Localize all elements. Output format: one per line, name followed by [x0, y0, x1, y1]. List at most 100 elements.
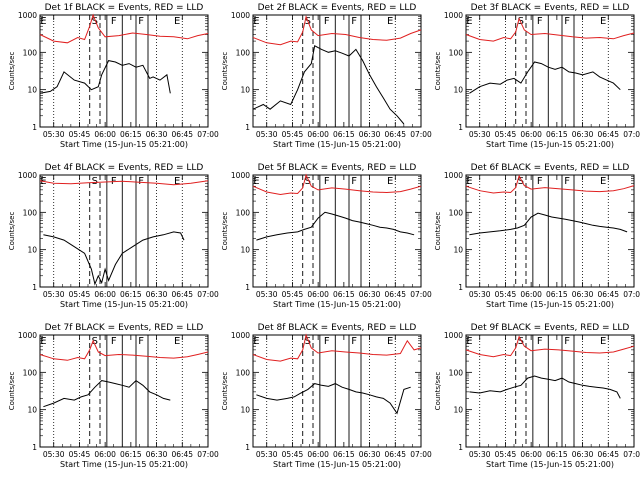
y-tick-label: 10: [27, 246, 37, 255]
y-tick-label: 1: [458, 283, 463, 292]
y-tick-label: 100: [23, 48, 38, 57]
x-tick-label: 06:45: [597, 130, 619, 139]
marker-letter: E: [174, 176, 180, 187]
plot-frame: [39, 14, 209, 128]
plot-frame: [252, 334, 422, 448]
x-axis-title: Start Time (15-Jun-15 05:21:00): [60, 300, 188, 309]
plot-frame: [252, 174, 422, 288]
panel-title: Det 7f BLACK = Events, RED = LLD: [45, 323, 204, 333]
marker-letter: F: [138, 176, 144, 187]
y-tick-label: 10: [240, 246, 250, 255]
x-tick-label: 06:30: [572, 290, 594, 299]
x-tick-label: 05:30: [256, 450, 278, 459]
x-tick-label: 06:45: [171, 290, 193, 299]
y-tick-label: 1: [245, 283, 250, 292]
y-axis-title: Counts/sec: [8, 52, 16, 91]
marker-letter: E: [253, 176, 259, 187]
marker-letter: S: [518, 176, 524, 187]
lld-series-line: [465, 335, 635, 358]
x-tick-label: 06:00: [94, 130, 116, 139]
events-series-line: [469, 375, 621, 399]
x-axis-title: Start Time (15-Jun-15 05:21:00): [273, 460, 401, 469]
x-tick-label: 05:45: [495, 290, 517, 299]
x-axis-title: Start Time (15-Jun-15 05:21:00): [486, 300, 614, 309]
x-tick-label: 05:30: [256, 290, 278, 299]
y-tick-label: 10: [240, 86, 250, 95]
x-tick-label: 05:30: [43, 290, 65, 299]
y-tick-label: 1: [245, 123, 250, 132]
x-tick-label: 05:45: [69, 450, 91, 459]
plot-frame: [465, 174, 635, 288]
x-tick-label: 06:00: [94, 290, 116, 299]
marker-letter: F: [351, 16, 357, 27]
marker-letter: E: [600, 336, 606, 347]
marker-letter: F: [537, 16, 543, 27]
y-tick-label: 100: [449, 48, 464, 57]
y-tick-label: 10: [27, 406, 37, 415]
x-tick-label: 06:30: [359, 450, 381, 459]
x-axis-title: Start Time (15-Jun-15 05:21:00): [486, 140, 614, 149]
events-series-line: [469, 61, 621, 94]
lld-series-line: [252, 173, 422, 196]
plot-frame: [39, 334, 209, 448]
panel-title: Det 4f BLACK = Events, RED = LLD: [45, 163, 204, 173]
x-tick-label: 06:30: [146, 130, 168, 139]
x-tick-label: 07:00: [410, 290, 432, 299]
marker-letter: E: [174, 336, 180, 347]
y-tick-label: 1: [458, 123, 463, 132]
lld-series-line: [252, 333, 422, 362]
y-tick-label: 10: [453, 246, 463, 255]
x-tick-label: 06:15: [120, 290, 142, 299]
marker-letter: F: [111, 336, 117, 347]
x-tick-label: 06:00: [307, 290, 329, 299]
panel-5: Det 5f BLACK = Events, RED = LLD E S F F E 1 10…: [221, 163, 432, 309]
plot-frame: [465, 14, 635, 128]
y-tick-label: 100: [23, 368, 38, 377]
x-tick-label: 06:45: [384, 450, 406, 459]
y-tick-label: 1: [245, 443, 250, 452]
marker-letter: F: [351, 176, 357, 187]
marker-letter: F: [324, 336, 330, 347]
y-tick-label: 100: [236, 208, 251, 217]
x-tick-label: 06:15: [120, 450, 142, 459]
events-series-line: [43, 231, 185, 286]
x-tick-label: 05:30: [43, 130, 65, 139]
marker-letter: E: [253, 16, 259, 27]
panel-8: Det 8f BLACK = Events, RED = LLD E S F F E 1 10…: [221, 323, 432, 469]
y-tick-label: 1000: [444, 331, 463, 340]
x-tick-label: 06:30: [146, 290, 168, 299]
y-axis-title: Counts/sec: [434, 372, 442, 411]
marker-letter: E: [174, 16, 180, 27]
lld-series-line: [39, 180, 209, 186]
x-tick-label: 07:00: [623, 130, 640, 139]
marker-letter: S: [92, 176, 98, 187]
x-tick-label: 05:30: [469, 450, 491, 459]
marker-letter: F: [111, 16, 117, 27]
x-tick-label: 05:30: [256, 130, 278, 139]
panel-1: Det 1f BLACK = Events, RED = LLD E S F F E 1 10…: [8, 3, 219, 149]
lld-series-line: [252, 14, 422, 46]
marker-letter: E: [40, 336, 46, 347]
y-tick-label: 1: [32, 283, 37, 292]
marker-letter: F: [564, 16, 570, 27]
y-tick-label: 1000: [18, 171, 37, 180]
y-tick-label: 100: [236, 368, 251, 377]
y-tick-label: 1000: [444, 171, 463, 180]
x-tick-label: 06:45: [597, 290, 619, 299]
marker-letter: F: [564, 336, 570, 347]
lld-series-line: [465, 174, 635, 194]
x-tick-label: 06:00: [307, 450, 329, 459]
panel-title: Det 3f BLACK = Events, RED = LLD: [471, 3, 630, 13]
y-axis-title: Counts/sec: [434, 212, 442, 251]
x-tick-label: 05:30: [43, 450, 65, 459]
plot-frame: [465, 334, 635, 448]
marker-letter: F: [324, 176, 330, 187]
marker-letter: F: [324, 16, 330, 27]
panel-title: Det 8f BLACK = Events, RED = LLD: [258, 323, 417, 333]
x-tick-label: 05:45: [282, 130, 304, 139]
x-tick-label: 07:00: [197, 130, 219, 139]
x-tick-label: 05:45: [495, 450, 517, 459]
x-tick-label: 06:15: [333, 290, 355, 299]
